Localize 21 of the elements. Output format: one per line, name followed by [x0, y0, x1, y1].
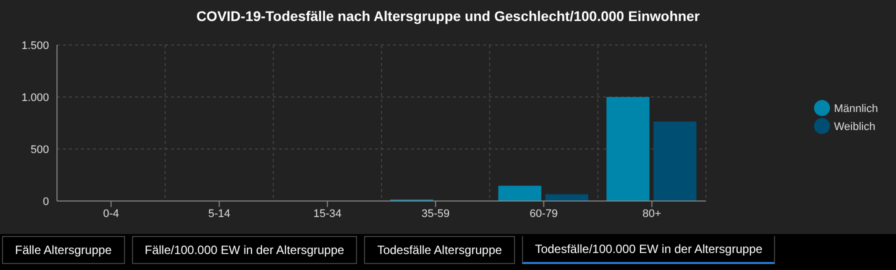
- x-tick-label: 35-59: [421, 208, 450, 220]
- y-tick-label: 500: [30, 144, 49, 156]
- x-tick-label: 15-34: [313, 208, 342, 220]
- text: Fälle/100.000 EW in der Altersgruppe: [132, 236, 358, 264]
- x-tick-label: 0-4: [103, 208, 120, 220]
- x-tick-label: 80+: [642, 208, 662, 220]
- chart-title: COVID-19-Todesfälle nach Altersgruppe und Geschlecht/100.000 Einwohner: [195, 8, 701, 24]
- text: Fälle Altersgruppe: [2, 236, 125, 264]
- bar: [545, 194, 588, 201]
- y-tick-label: 1.500: [21, 40, 49, 52]
- y-tick-label: 1.000: [21, 92, 49, 104]
- legend-label: Männlich: [834, 103, 878, 115]
- x-tick-label: 5-14: [208, 208, 230, 220]
- bar: [653, 122, 696, 201]
- text: Todesfälle/100.000 EW in der Altersgruppe: [522, 236, 776, 264]
- legend-label: Weiblich: [834, 121, 876, 133]
- text: Todesfälle Altersgruppe: [364, 236, 515, 264]
- bar: [498, 186, 542, 201]
- bar: [606, 97, 650, 201]
- y-tick-label: 0: [42, 196, 49, 208]
- x-tick-label: 60-79: [530, 208, 558, 220]
